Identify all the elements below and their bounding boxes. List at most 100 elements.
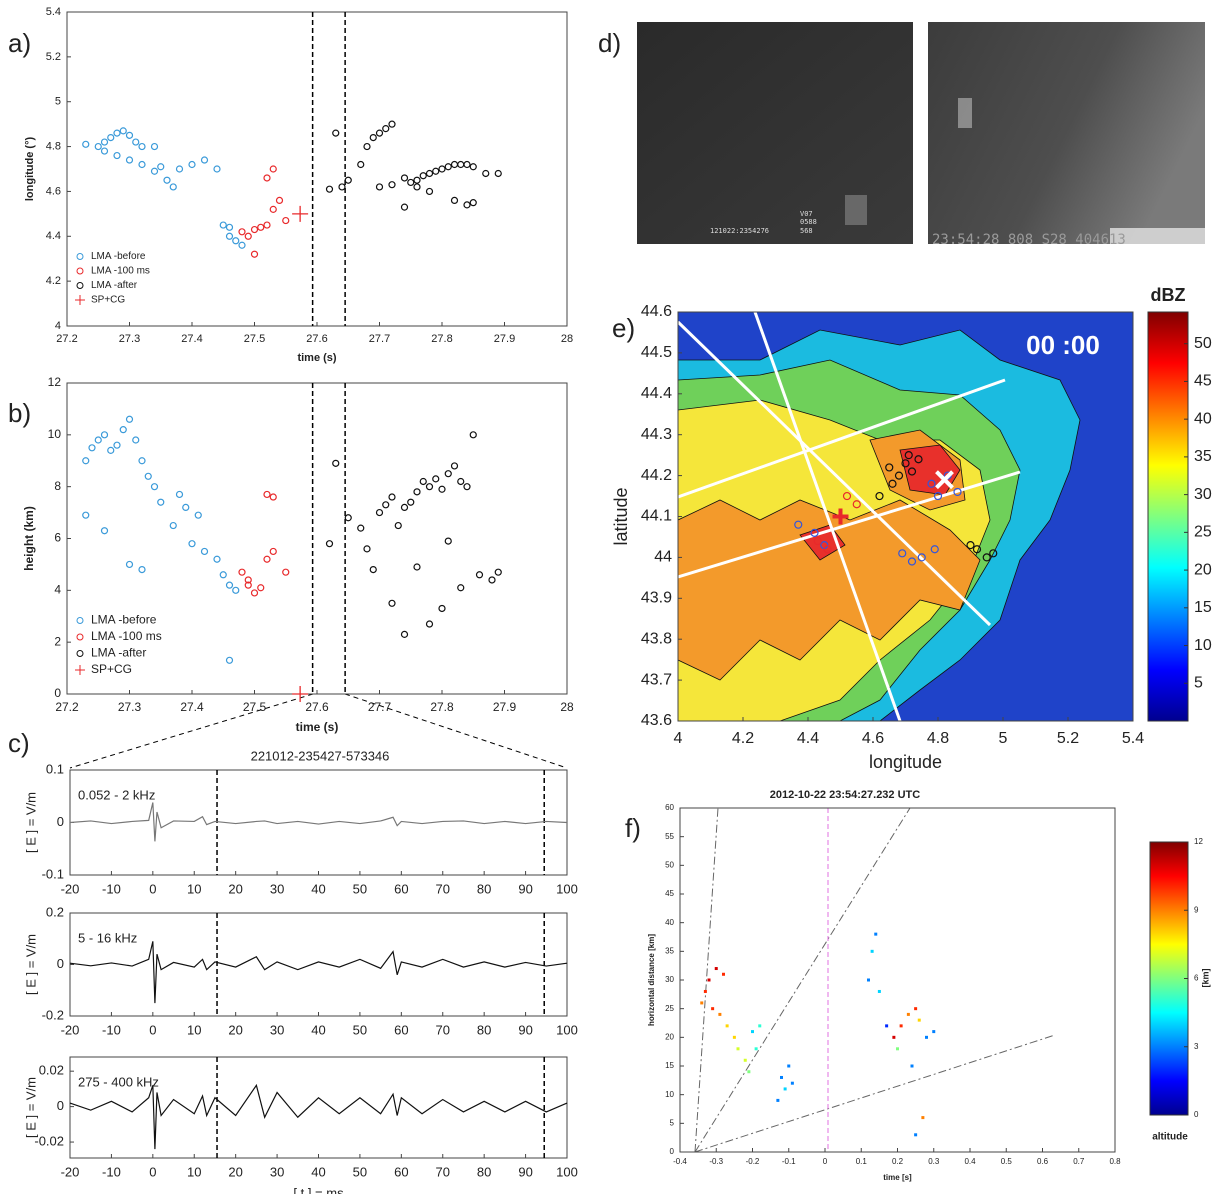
x-tick-label: 40: [311, 881, 325, 896]
y-tick-label: 4: [54, 583, 61, 597]
point: [232, 586, 240, 594]
point: [722, 972, 725, 976]
panel-label: b): [8, 398, 31, 428]
y-tick-label: 5.2: [46, 51, 61, 63]
y-tick-label: 0.2: [46, 904, 64, 919]
point: [747, 1070, 751, 1074]
x-tick-label: 30: [270, 1164, 284, 1179]
point: [927, 479, 936, 488]
legend-marker: [76, 253, 84, 260]
colorbar: [1149, 841, 1189, 1116]
x-axis-label: longitude: [869, 752, 942, 772]
y-tick-label: 30: [665, 975, 674, 984]
point: [783, 1087, 787, 1091]
point: [707, 978, 711, 982]
x-tick-label: 0: [823, 1157, 828, 1166]
point: [82, 457, 90, 465]
y-axis-label: [ E ] = V/m: [23, 1077, 38, 1138]
x-tick-label: 28: [560, 700, 574, 714]
point: [444, 163, 452, 171]
x-tick-label: 0.6: [1037, 1157, 1049, 1166]
point: [138, 457, 146, 465]
point: [823, 545, 832, 554]
point: [382, 501, 390, 509]
point: [870, 949, 874, 953]
y-axis-label: latitude: [611, 487, 631, 545]
x-tick-label: -0.3: [709, 1157, 723, 1166]
chart-title: 221012-235427-573346: [251, 748, 390, 763]
point: [732, 1035, 736, 1039]
x-tick-label: 27.2: [56, 333, 77, 345]
plus-marker: [292, 205, 309, 222]
legend-marker: [76, 650, 84, 657]
x-tick-label: 90: [518, 1022, 532, 1037]
point: [457, 584, 465, 592]
y-tick-label: 44.5: [641, 344, 672, 361]
y-tick-label: 5: [55, 96, 61, 108]
point: [901, 459, 910, 468]
point: [892, 1035, 896, 1039]
point: [425, 169, 434, 178]
legend-marker: [76, 282, 84, 289]
x-tick-label: 27.3: [118, 700, 142, 714]
y-tick-label: 55: [665, 832, 674, 841]
point: [269, 205, 277, 213]
point: [966, 541, 975, 550]
point: [394, 521, 402, 530]
point: [432, 475, 440, 483]
y-tick-label: 8: [54, 479, 61, 493]
point: [438, 604, 446, 613]
x-tick-label: 30: [270, 1022, 284, 1037]
point: [150, 142, 159, 151]
x-tick-label: 4.4: [797, 730, 819, 747]
point: [200, 547, 209, 556]
point: [754, 1047, 758, 1051]
point: [444, 537, 452, 545]
point: [904, 451, 913, 460]
point: [877, 989, 881, 993]
x-axis-label: time (s): [296, 720, 339, 734]
point: [787, 1064, 791, 1068]
point: [232, 237, 240, 245]
point: [263, 174, 271, 182]
band-label: 5 - 16 kHz: [78, 930, 137, 945]
x-tick-label: 100: [556, 881, 578, 896]
point: [182, 503, 190, 511]
point: [972, 545, 982, 554]
x-tick-label: 40: [311, 1022, 325, 1037]
point: [852, 500, 861, 509]
x-marker: [935, 470, 954, 490]
point: [899, 1024, 903, 1028]
legend-label: LMA -100 ms: [91, 266, 150, 277]
y-tick-label: 43.8: [641, 630, 672, 647]
point: [413, 183, 421, 191]
colorbar-tick-label: 9: [1194, 905, 1199, 914]
y-tick-label: 50: [665, 860, 674, 869]
point: [225, 223, 234, 231]
y-tick-label: -0.2: [42, 1007, 64, 1022]
point: [257, 223, 265, 231]
band-label: 0.052 - 2 kHz: [78, 787, 155, 802]
x-tick-label: -10: [102, 1164, 121, 1179]
point: [332, 129, 340, 137]
point: [898, 549, 907, 558]
y-tick-label: 6: [54, 531, 61, 545]
x-tick-label: 5: [999, 730, 1008, 747]
x-tick-label: 27.6: [306, 333, 327, 345]
panel-label: d): [598, 28, 621, 58]
point: [257, 584, 265, 592]
point: [469, 163, 477, 171]
point: [263, 555, 271, 563]
y-tick-label: 20: [665, 1032, 674, 1041]
legend-marker: [75, 665, 85, 675]
x-tick-label: 60: [394, 1164, 408, 1179]
y-tick-label: 0.02: [39, 1063, 64, 1078]
point: [382, 125, 390, 133]
y-tick-label: 0.1: [46, 761, 64, 776]
point: [269, 547, 277, 556]
chart-title: 2012-10-22 23:54:27.232 UTC: [770, 789, 920, 801]
time-label: 00 :00: [1026, 330, 1100, 360]
x-tick-label: 80: [477, 881, 491, 896]
point: [925, 1035, 928, 1039]
x-tick-label: -10: [102, 1022, 121, 1037]
